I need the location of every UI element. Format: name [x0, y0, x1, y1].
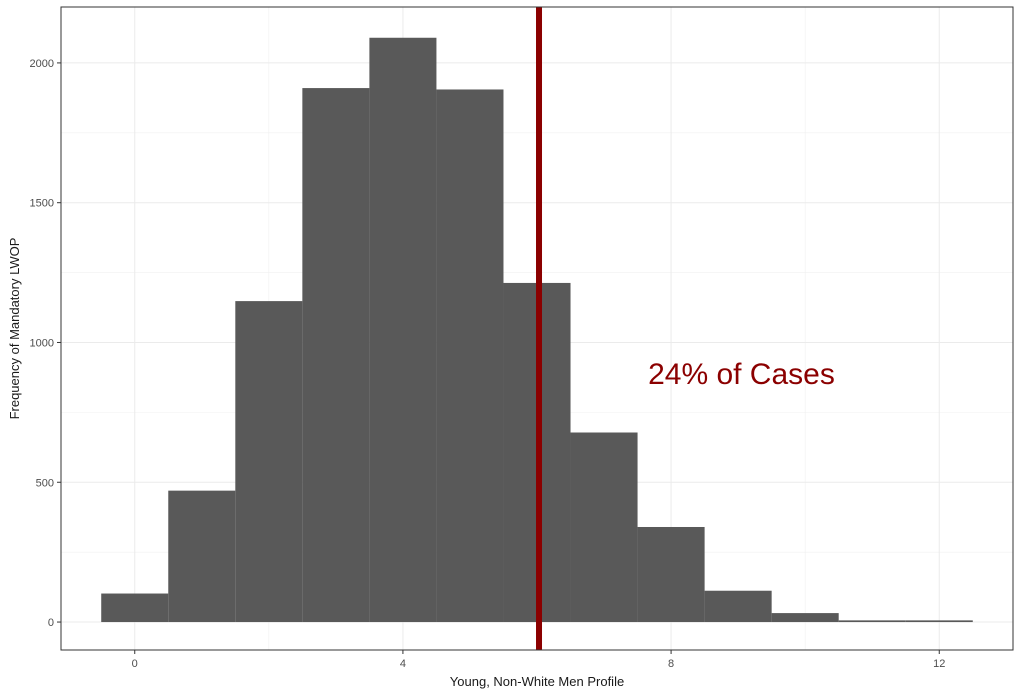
y-axis-ticks: 0 500 1000 1500 2000 — [30, 58, 61, 629]
y-axis-title: Frequency of Mandatory LWOP — [7, 238, 22, 420]
y-tick-label: 1500 — [30, 198, 54, 210]
histogram-bar — [838, 620, 906, 623]
y-tick-label: 2000 — [30, 58, 54, 70]
x-axis-title: Young, Non-White Men Profile — [450, 674, 624, 689]
annotation-label: 24% of Cases — [648, 358, 835, 391]
histogram-bar — [570, 432, 638, 623]
annotation-group: 24% of Cases — [648, 358, 835, 391]
x-tick-label: 0 — [132, 658, 138, 670]
histogram-bar — [168, 490, 236, 623]
histogram-bar — [101, 593, 169, 623]
y-tick-label: 0 — [48, 617, 54, 629]
histogram-bar — [235, 301, 303, 623]
panel-border — [60, 6, 1014, 651]
histogram-bar — [302, 88, 370, 623]
y-tick-label: 1000 — [30, 337, 54, 349]
histogram-bar — [704, 590, 772, 623]
x-tick-label: 4 — [400, 658, 406, 670]
x-tick-label: 8 — [668, 658, 674, 670]
histogram-bar — [637, 526, 705, 623]
y-tick-label: 500 — [36, 477, 54, 489]
histogram-bars — [101, 37, 973, 623]
histogram-bar — [436, 89, 504, 623]
histogram-bar — [369, 37, 437, 623]
x-axis-ticks: 0 4 8 12 — [132, 650, 945, 670]
histogram-bar — [771, 613, 839, 623]
histogram-bar — [905, 620, 973, 623]
x-tick-label: 12 — [933, 658, 945, 670]
